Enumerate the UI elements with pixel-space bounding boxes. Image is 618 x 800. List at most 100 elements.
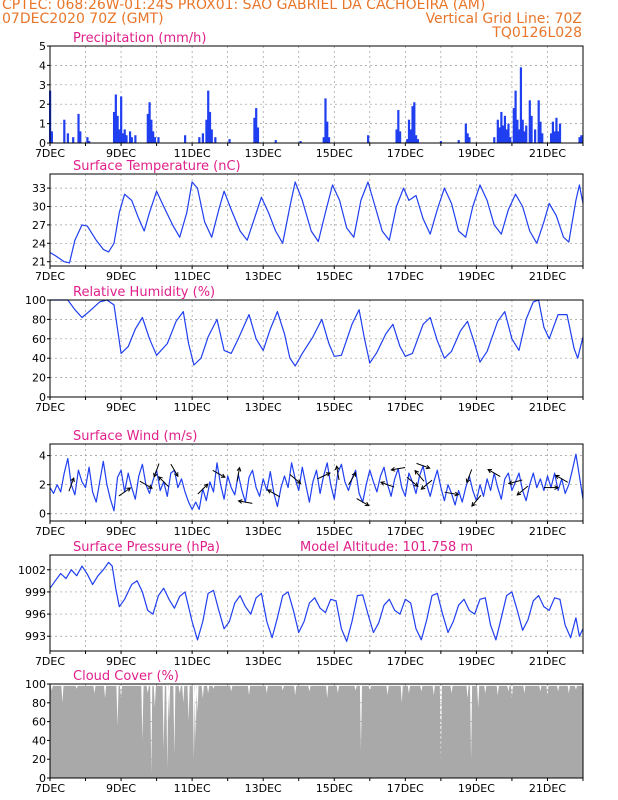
precip-bar xyxy=(255,108,258,143)
wind-arrow-head xyxy=(126,487,132,492)
wind-arrow-head xyxy=(454,491,460,497)
precip-bar xyxy=(79,131,82,143)
series-line xyxy=(49,561,584,643)
y-tick-label: 0 xyxy=(39,772,46,785)
precip-bar xyxy=(120,96,123,143)
x-tick-label: 9DEC xyxy=(106,401,136,414)
precip-bar xyxy=(228,139,231,143)
x-tick-label: 21DEC xyxy=(529,655,566,668)
precip-bar xyxy=(521,119,524,143)
precip-bar xyxy=(555,117,558,143)
precip-bar xyxy=(516,119,519,143)
y-tick-label: 2 xyxy=(39,479,46,492)
panel-title: Cloud Cover (%) xyxy=(73,669,179,684)
wind-arrow xyxy=(289,473,301,484)
x-tick-label: 7DEC xyxy=(35,782,65,795)
wind-arrow xyxy=(416,462,430,469)
wind-arrow-head xyxy=(158,476,163,481)
precip-bar xyxy=(208,111,212,143)
wind-arrow xyxy=(391,466,406,471)
wind-arrow-head xyxy=(296,479,302,485)
wind-arrow-head xyxy=(554,474,560,480)
precip-bar xyxy=(537,100,540,143)
precip-bar xyxy=(128,131,132,143)
x-tick-label: 15DEC xyxy=(316,525,353,538)
precip-bar xyxy=(514,90,517,143)
x-tick-label: 7DEC xyxy=(35,147,65,160)
x-tick-label: 11DEC xyxy=(174,655,211,668)
wind-arrow-head xyxy=(153,472,158,478)
precip-bar xyxy=(395,129,398,143)
y-tick-label: 27 xyxy=(32,219,46,232)
y-tick-label: 33 xyxy=(32,182,46,195)
x-tick-label: 13DEC xyxy=(245,655,282,668)
precip-bar xyxy=(198,137,201,143)
y-tick-label: 20 xyxy=(32,372,46,385)
wind-arrow xyxy=(236,467,241,482)
panel-1 xyxy=(47,173,584,269)
precip-bar xyxy=(580,135,583,143)
x-tick-label: 21DEC xyxy=(529,782,566,795)
wind-arrow-head xyxy=(420,485,426,490)
precip-bar xyxy=(150,119,153,143)
x-tick-label: 17DEC xyxy=(387,147,424,160)
y-tick-label: 1 xyxy=(39,118,46,131)
wind-arrow-head xyxy=(414,469,419,475)
x-tick-label: 13DEC xyxy=(245,401,282,414)
panel-5 xyxy=(47,683,584,781)
precip-bar xyxy=(439,141,443,143)
x-tick-label: 21DEC xyxy=(529,147,566,160)
precip-bar xyxy=(116,115,119,143)
panel-annotation: Model Altitude: 101.758 m xyxy=(300,540,473,555)
wind-arrow xyxy=(348,472,356,486)
panel-frame xyxy=(49,554,584,652)
wind-arrow xyxy=(238,500,253,504)
precip-bar xyxy=(118,129,121,143)
cloud-area xyxy=(50,685,583,778)
x-tick-label: 13DEC xyxy=(245,147,282,160)
panel-title: Relative Humidity (%) xyxy=(73,285,215,300)
precip-bar xyxy=(157,137,160,143)
precip-bar xyxy=(66,133,69,143)
precip-bar xyxy=(541,133,544,143)
panel-title: Surface Temperature (nC) xyxy=(73,159,241,174)
precip-bar xyxy=(253,117,256,143)
y-tick-label: 100 xyxy=(25,678,46,691)
wind-arrow-head xyxy=(203,483,209,489)
precip-bar xyxy=(274,140,277,143)
wind-arrow-head xyxy=(325,472,331,477)
x-tick-label: 13DEC xyxy=(245,270,282,283)
precip-bar xyxy=(509,137,512,143)
wind-arrow-head xyxy=(425,464,431,470)
x-tick-label: 11DEC xyxy=(174,147,211,160)
panel-frame xyxy=(49,443,584,522)
x-tick-label: 15DEC xyxy=(316,270,353,283)
wind-arrow-head xyxy=(351,471,357,477)
panel-3 xyxy=(47,443,584,524)
wind-arrow xyxy=(153,463,160,477)
precip-bar xyxy=(534,129,537,143)
precip-bar xyxy=(464,123,467,143)
x-tick-label: 19DEC xyxy=(458,525,495,538)
precip-bar xyxy=(411,106,414,143)
precip-bar xyxy=(496,119,499,143)
x-tick-label: 13DEC xyxy=(245,525,282,538)
precip-bar xyxy=(523,131,526,143)
x-tick-label: 13DEC xyxy=(245,782,282,795)
precip-bar xyxy=(505,129,508,143)
precip-bar xyxy=(512,108,515,143)
wind-arrow xyxy=(212,469,226,478)
y-tick-label: 996 xyxy=(25,608,46,621)
x-tick-label: 7DEC xyxy=(35,270,65,283)
x-tick-label: 21DEC xyxy=(529,270,566,283)
x-tick-label: 19DEC xyxy=(458,401,495,414)
precip-bar xyxy=(207,90,210,143)
wind-arrow xyxy=(471,494,482,507)
x-tick-label: 17DEC xyxy=(387,270,424,283)
header-line2-left: 07DEC2020 70Z (GMT) xyxy=(2,11,164,27)
x-tick-label: 7DEC xyxy=(35,655,65,668)
y-tick-label: 21 xyxy=(32,256,46,269)
x-tick-label: 19DEC xyxy=(458,270,495,283)
precip-bar xyxy=(201,133,204,143)
panel-frame xyxy=(49,173,584,267)
